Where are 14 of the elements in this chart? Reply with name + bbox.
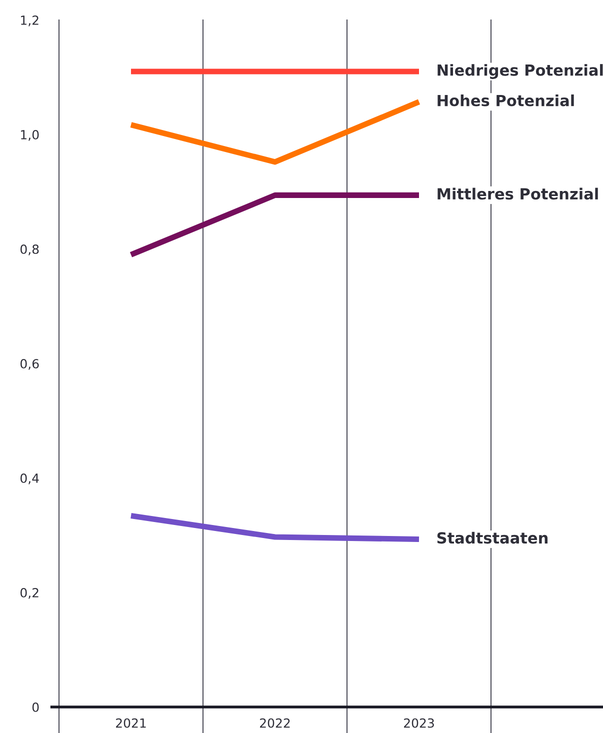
series-label: Mittleres Potenzial <box>438 188 598 200</box>
y-tick-label: 1,2 <box>21 15 38 26</box>
y-tick-label: 0,2 <box>20 588 38 599</box>
y-tick-label: 0,4 <box>20 473 39 484</box>
y-tick-label: 0,8 <box>20 244 39 256</box>
y-tick-label: 1,0 <box>21 130 39 141</box>
series-label: Hohes Potenzial <box>438 94 574 106</box>
series-label: Niedriges Potenzial <box>438 64 603 79</box>
y-tick-label: 0,6 <box>20 358 39 370</box>
x-tick-label: 2022 <box>260 718 290 728</box>
x-tick-label: 2023 <box>404 718 434 728</box>
x-tick-label: 2021 <box>116 718 146 728</box>
series-label: Stadtstaaten <box>437 532 548 544</box>
y-tick-label: 0 <box>32 702 39 712</box>
